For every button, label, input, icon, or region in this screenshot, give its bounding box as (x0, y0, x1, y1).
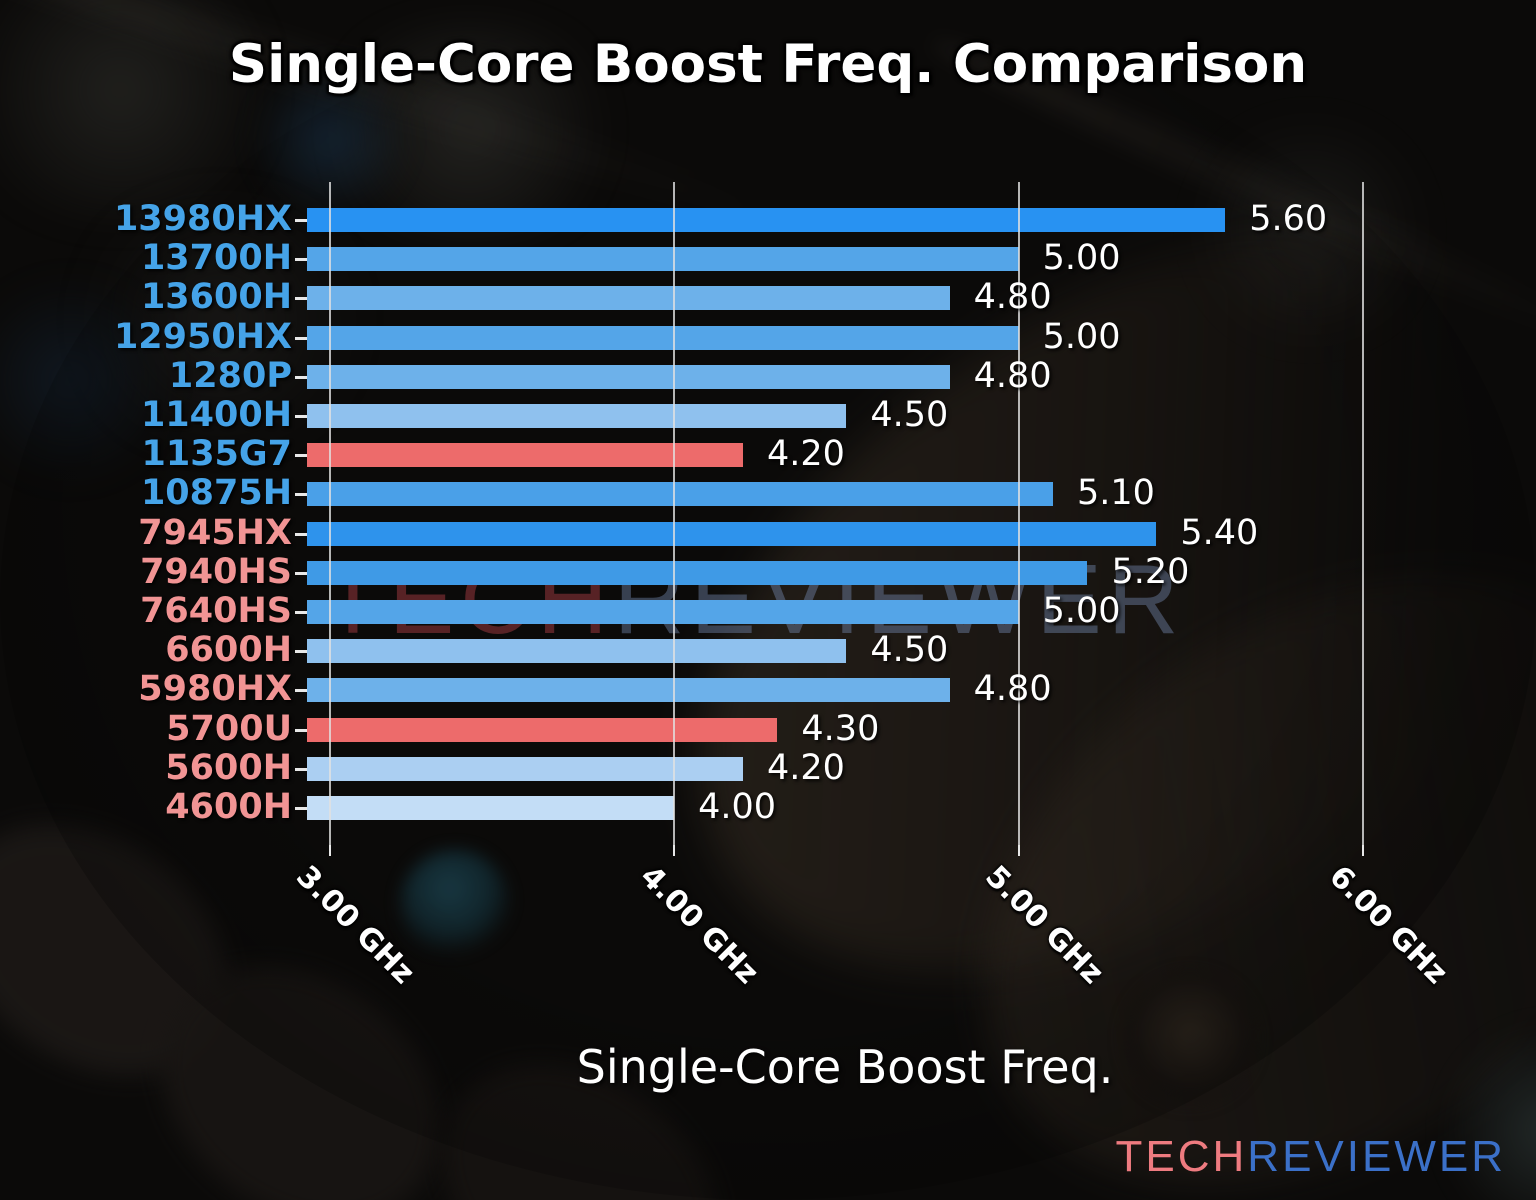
bar-5600H (307, 756, 743, 781)
y-axis-tick (295, 415, 307, 418)
bar-13600H (307, 286, 950, 311)
category-label-1135G7: 1135G7 (141, 434, 293, 475)
x-axis-tick (673, 845, 676, 856)
category-label-4600H: 4600H (165, 787, 292, 827)
value-label-11400H: 4.50 (870, 395, 949, 435)
bar-1135G7 (307, 443, 743, 468)
bar-10875H (307, 482, 1053, 507)
category-label-7945HX: 7945HX (138, 512, 292, 553)
bar-1280P (307, 364, 950, 389)
gridline-3.00 GHz (328, 182, 331, 845)
value-label-7940HS: 5.20 (1111, 551, 1190, 592)
bar-4600H (307, 796, 675, 820)
y-axis-tick (295, 454, 307, 458)
bar-7945HX (307, 521, 1157, 546)
category-label-13600H: 13600H (140, 277, 292, 318)
y-axis-tick (295, 297, 307, 301)
y-axis-tick (295, 532, 307, 536)
brand-logo: TECHREVIEWER (1116, 1132, 1506, 1182)
gridline-4.00 GHz (673, 182, 676, 845)
x-axis-tick (1362, 845, 1365, 856)
y-axis-tick (295, 689, 307, 693)
value-label-5700U: 4.30 (801, 708, 880, 749)
x-axis-tick (328, 845, 331, 856)
y-axis-tick (295, 571, 307, 575)
category-label-6600H: 6600H (165, 630, 292, 671)
brand-logo-tech: TECH (1115, 1132, 1248, 1181)
category-label-5980HX: 5980HX (138, 669, 292, 710)
value-label-5600H: 4.20 (766, 747, 845, 788)
category-label-11400H: 11400H (140, 395, 292, 435)
value-label-6600H: 4.50 (870, 630, 949, 671)
plot-area (307, 182, 1500, 845)
y-axis-tick (295, 807, 307, 810)
value-label-13600H: 4.80 (973, 277, 1052, 318)
bar-13980HX (307, 208, 1226, 232)
value-label-5980HX: 4.80 (973, 669, 1052, 710)
bar-12950HX (307, 325, 1019, 350)
value-label-1135G7: 4.20 (766, 434, 845, 475)
x-axis-tick (1017, 845, 1020, 856)
value-label-13700H: 5.00 (1042, 238, 1121, 279)
y-axis-tick (295, 650, 307, 654)
category-label-13980HX: 13980HX (113, 199, 292, 239)
bar-5980HX (307, 678, 950, 703)
category-label-5600H: 5600H (165, 747, 292, 788)
brand-logo-reviewer: REVIEWER (1247, 1132, 1506, 1181)
category-label-5700U: 5700U (166, 708, 292, 749)
gridline-6.00 GHz (1362, 182, 1365, 845)
bar-5700U (307, 717, 778, 742)
y-axis-tick (295, 493, 307, 497)
y-axis-tick (295, 219, 307, 222)
category-label-7940HS: 7940HS (140, 551, 292, 592)
category-label-12950HX: 12950HX (113, 316, 292, 357)
x-axis-label: Single-Core Boost Freq. (576, 1040, 1114, 1094)
category-label-7640HS: 7640HS (140, 591, 292, 631)
chart-title: Single-Core Boost Freq. Comparison (228, 34, 1308, 95)
y-axis-tick (295, 767, 307, 771)
y-axis-tick (295, 728, 307, 732)
y-axis-tick (295, 375, 307, 379)
y-axis-tick (295, 611, 307, 614)
value-label-7945HX: 5.40 (1180, 512, 1259, 553)
category-label-1280P: 1280P (168, 355, 292, 396)
gridline-5.00 GHz (1017, 182, 1020, 845)
value-label-1280P: 4.80 (973, 355, 1052, 396)
y-axis-tick (295, 336, 307, 340)
bar-6600H (307, 639, 847, 664)
bar-7940HS (307, 560, 1088, 585)
value-label-4600H: 4.00 (698, 787, 776, 827)
bar-7640HS (307, 600, 1019, 624)
value-label-10875H: 5.10 (1077, 473, 1155, 514)
bar-11400H (307, 404, 847, 428)
value-label-7640HS: 5.00 (1042, 591, 1121, 631)
category-label-13700H: 13700H (140, 238, 292, 279)
y-axis-tick (295, 258, 307, 262)
value-label-13980HX: 5.60 (1249, 199, 1328, 239)
bar-13700H (307, 247, 1019, 272)
category-label-10875H: 10875H (140, 473, 292, 514)
value-label-12950HX: 5.00 (1042, 316, 1121, 357)
